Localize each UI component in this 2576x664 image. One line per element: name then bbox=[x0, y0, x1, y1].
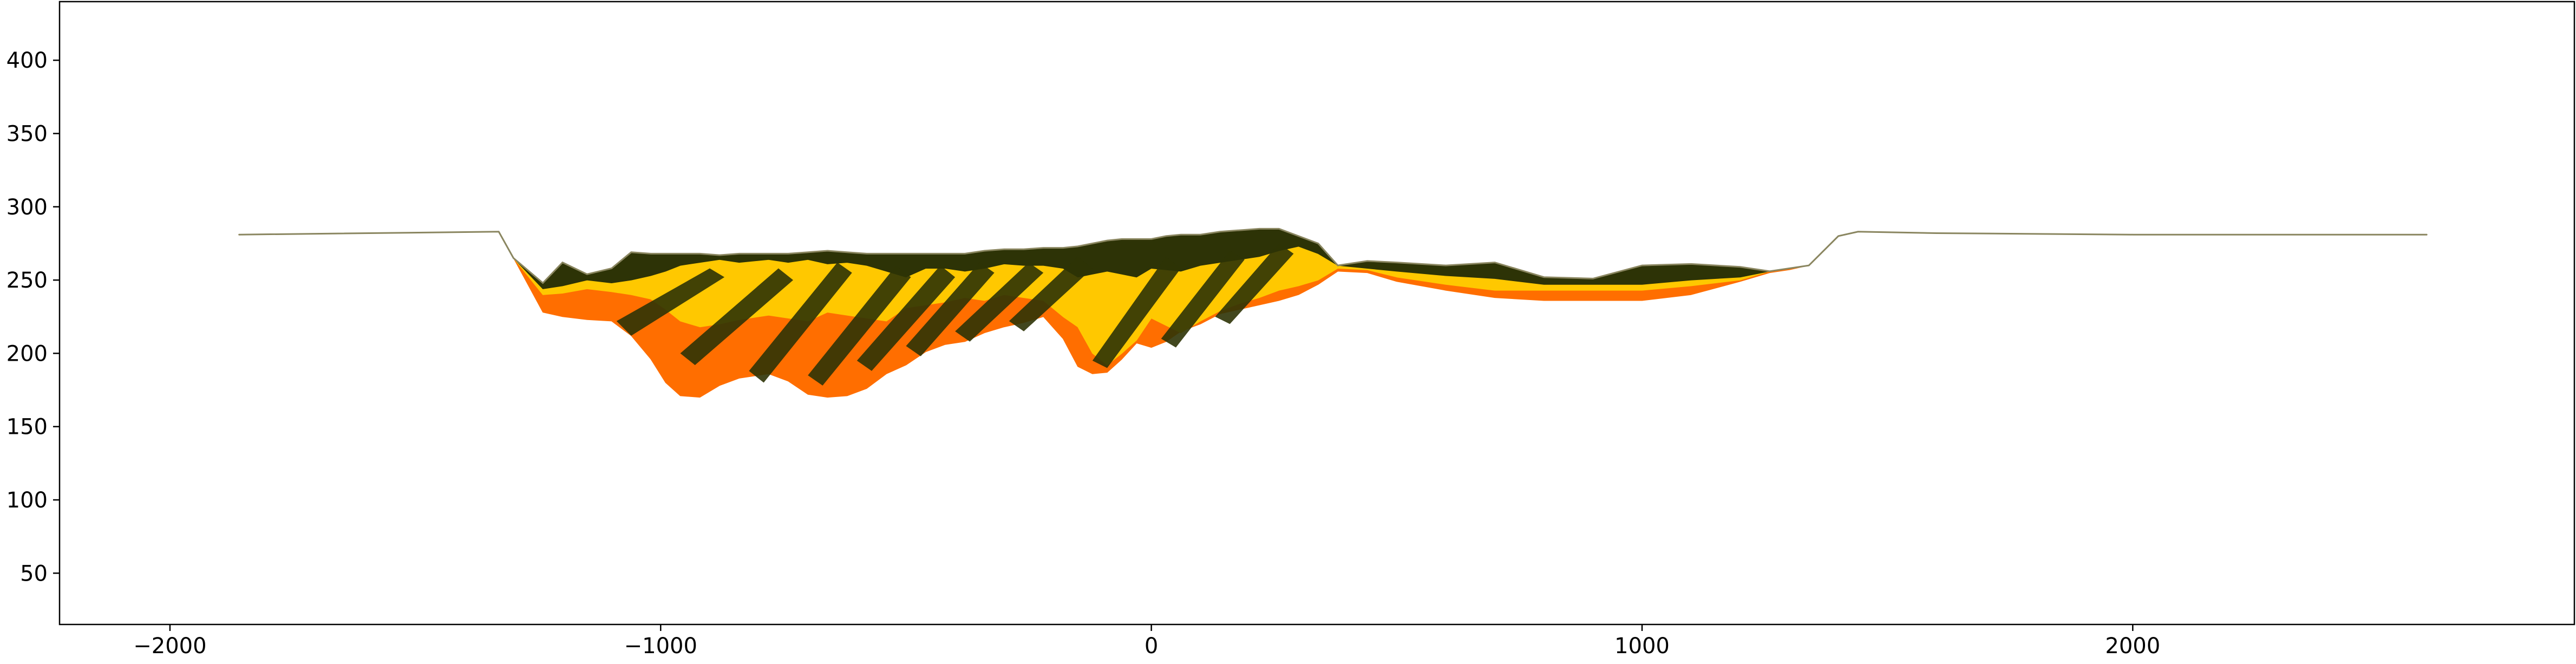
diagonal-band-3 bbox=[749, 262, 852, 383]
diagonal-band-6 bbox=[906, 262, 995, 356]
y-tick-label: 150 bbox=[6, 415, 48, 440]
x-tick-label: 0 bbox=[1145, 634, 1158, 659]
diagonal-band-9 bbox=[1092, 256, 1181, 368]
surface-top-edge bbox=[238, 227, 2428, 284]
y-tick-label: 250 bbox=[6, 268, 48, 293]
area-series-group bbox=[238, 227, 2428, 398]
diagonal-band-7 bbox=[955, 262, 1044, 342]
diagonal-band-2 bbox=[680, 268, 793, 366]
y-tick-label: 200 bbox=[6, 341, 48, 366]
x-tick-label: 1000 bbox=[1614, 634, 1670, 659]
y-tick-label: 100 bbox=[6, 488, 48, 513]
diagonal-band-11 bbox=[1215, 243, 1294, 324]
y-tick-label: 300 bbox=[6, 195, 48, 220]
x-tick-label: −2000 bbox=[133, 634, 206, 659]
x-tick-label: 2000 bbox=[2105, 634, 2160, 659]
diagonal-band-group bbox=[616, 243, 1294, 386]
diagonal-band-5 bbox=[857, 265, 956, 371]
y-tick-label: 400 bbox=[6, 48, 48, 73]
diagonal-band-10 bbox=[1161, 251, 1245, 348]
y-tick-label: 50 bbox=[20, 561, 48, 586]
y-axis-ticks: 50 100 150 200 250 300 350 400 bbox=[6, 48, 60, 586]
diagonal-band-8 bbox=[1009, 256, 1093, 331]
diagonal-band-4 bbox=[808, 265, 911, 386]
x-axis-ticks: −2000 −1000 0 1000 2000 bbox=[133, 624, 2160, 659]
x-tick-label: −1000 bbox=[624, 634, 697, 659]
plot-frame bbox=[58, 1, 2575, 626]
diagonal-band-1 bbox=[616, 268, 725, 336]
y-tick-label: 350 bbox=[6, 122, 48, 147]
plot-background bbox=[60, 2, 2574, 624]
